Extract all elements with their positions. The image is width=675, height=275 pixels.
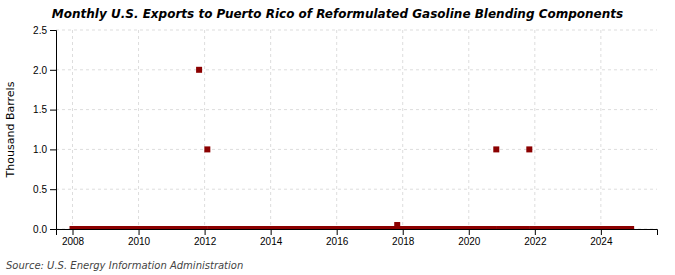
point bbox=[491, 226, 497, 229]
x-tick-label: 2020 bbox=[458, 236, 481, 247]
plot: 2008201020122014201620182020202220240.00… bbox=[33, 25, 657, 247]
x-tick: 2010 bbox=[128, 229, 151, 247]
x-tick-mark bbox=[205, 229, 206, 235]
y-tick-label: 0.0 bbox=[33, 224, 47, 235]
x-tick: 2024 bbox=[590, 229, 613, 247]
point bbox=[493, 146, 499, 152]
y-tick-mark bbox=[50, 110, 56, 111]
y-tick-mark bbox=[50, 30, 56, 31]
y-tick-label: 1.0 bbox=[33, 144, 47, 155]
grid-line bbox=[270, 30, 271, 229]
grid-line bbox=[600, 30, 601, 229]
point bbox=[524, 226, 530, 229]
x-tick-mark bbox=[601, 229, 602, 235]
x-tick: 2014 bbox=[260, 229, 283, 247]
x-tick-mark bbox=[271, 229, 272, 235]
y-axis-line bbox=[50, 31, 57, 230]
point bbox=[204, 146, 210, 152]
point bbox=[628, 226, 634, 229]
x-tick: 2012 bbox=[194, 229, 217, 247]
grid-line bbox=[56, 109, 657, 110]
points bbox=[70, 67, 635, 229]
y-tick-label: 1.5 bbox=[33, 104, 47, 115]
grid-line bbox=[204, 30, 205, 229]
x-tick: 2008 bbox=[62, 229, 85, 247]
grid-line bbox=[402, 30, 403, 229]
grid-line bbox=[72, 30, 73, 229]
y-tick-mark bbox=[50, 70, 56, 71]
x-tick-label: 2010 bbox=[128, 236, 151, 247]
x-tick-label: 2024 bbox=[590, 236, 613, 247]
y-tick-label: 2.5 bbox=[33, 25, 47, 36]
point bbox=[202, 226, 208, 229]
grid bbox=[56, 30, 657, 229]
x-tick-mark bbox=[403, 229, 404, 235]
x-tick-label: 2016 bbox=[326, 236, 349, 247]
chart: 2008201020122014201620182020202220240.00… bbox=[0, 0, 675, 275]
y-tick-mark bbox=[50, 149, 56, 150]
grid-line bbox=[336, 30, 337, 229]
y-axis: 0.0 0.5 1.0 1.5 2.0 2.5 bbox=[33, 25, 56, 235]
x-tick-label: 2014 bbox=[260, 236, 283, 247]
x-tick: 2016 bbox=[326, 229, 349, 247]
grid-line bbox=[534, 30, 535, 229]
x-tick: 2022 bbox=[524, 229, 547, 247]
grid-line bbox=[56, 30, 657, 31]
x-tick-label: 2012 bbox=[194, 236, 217, 247]
y-tick: 0.5 bbox=[33, 184, 56, 195]
point bbox=[196, 67, 202, 73]
y-tick-label: 2.0 bbox=[33, 65, 47, 76]
y-tick-label: 0.5 bbox=[33, 184, 47, 195]
y-tick: 2.0 bbox=[33, 65, 56, 76]
grid-line bbox=[56, 189, 657, 190]
title: Monthly U.S. Exports to Puerto Rico of R… bbox=[52, 7, 623, 21]
x-tick-mark bbox=[73, 229, 74, 235]
source-note: Source: U.S. Energy Information Administ… bbox=[6, 260, 243, 271]
point bbox=[193, 226, 199, 229]
x-tick: 2020 bbox=[458, 229, 481, 247]
x-tick-mark bbox=[535, 229, 536, 235]
x-tick-mark bbox=[139, 229, 140, 235]
point bbox=[526, 146, 532, 152]
x-tick-mark bbox=[337, 229, 338, 235]
y-tick-mark bbox=[50, 229, 56, 230]
x-axis: 2008 2010 2012 2014 2016 2018 2020 2022 2024 bbox=[57, 229, 658, 247]
y-tick: 1.0 bbox=[33, 144, 56, 155]
y-tick: 0.0 bbox=[33, 224, 56, 235]
x-tick-label: 2008 bbox=[62, 236, 85, 247]
x-tick-label: 2018 bbox=[392, 236, 415, 247]
x-axis-line bbox=[57, 230, 658, 236]
x-tick-label: 2022 bbox=[524, 236, 547, 247]
y-axis-title: Thousand Barrels bbox=[4, 81, 17, 178]
y-tick: 1.5 bbox=[33, 104, 56, 115]
x-tick: 2018 bbox=[392, 229, 415, 247]
grid-line bbox=[56, 149, 657, 150]
grid-line bbox=[56, 69, 657, 70]
grid-line bbox=[468, 30, 469, 229]
y-tick-mark bbox=[50, 189, 56, 190]
grid-line bbox=[138, 30, 139, 229]
y-tick: 2.5 bbox=[33, 25, 56, 36]
x-tick-mark bbox=[469, 229, 470, 235]
